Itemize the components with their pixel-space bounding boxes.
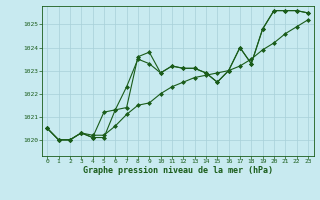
- X-axis label: Graphe pression niveau de la mer (hPa): Graphe pression niveau de la mer (hPa): [83, 166, 273, 175]
